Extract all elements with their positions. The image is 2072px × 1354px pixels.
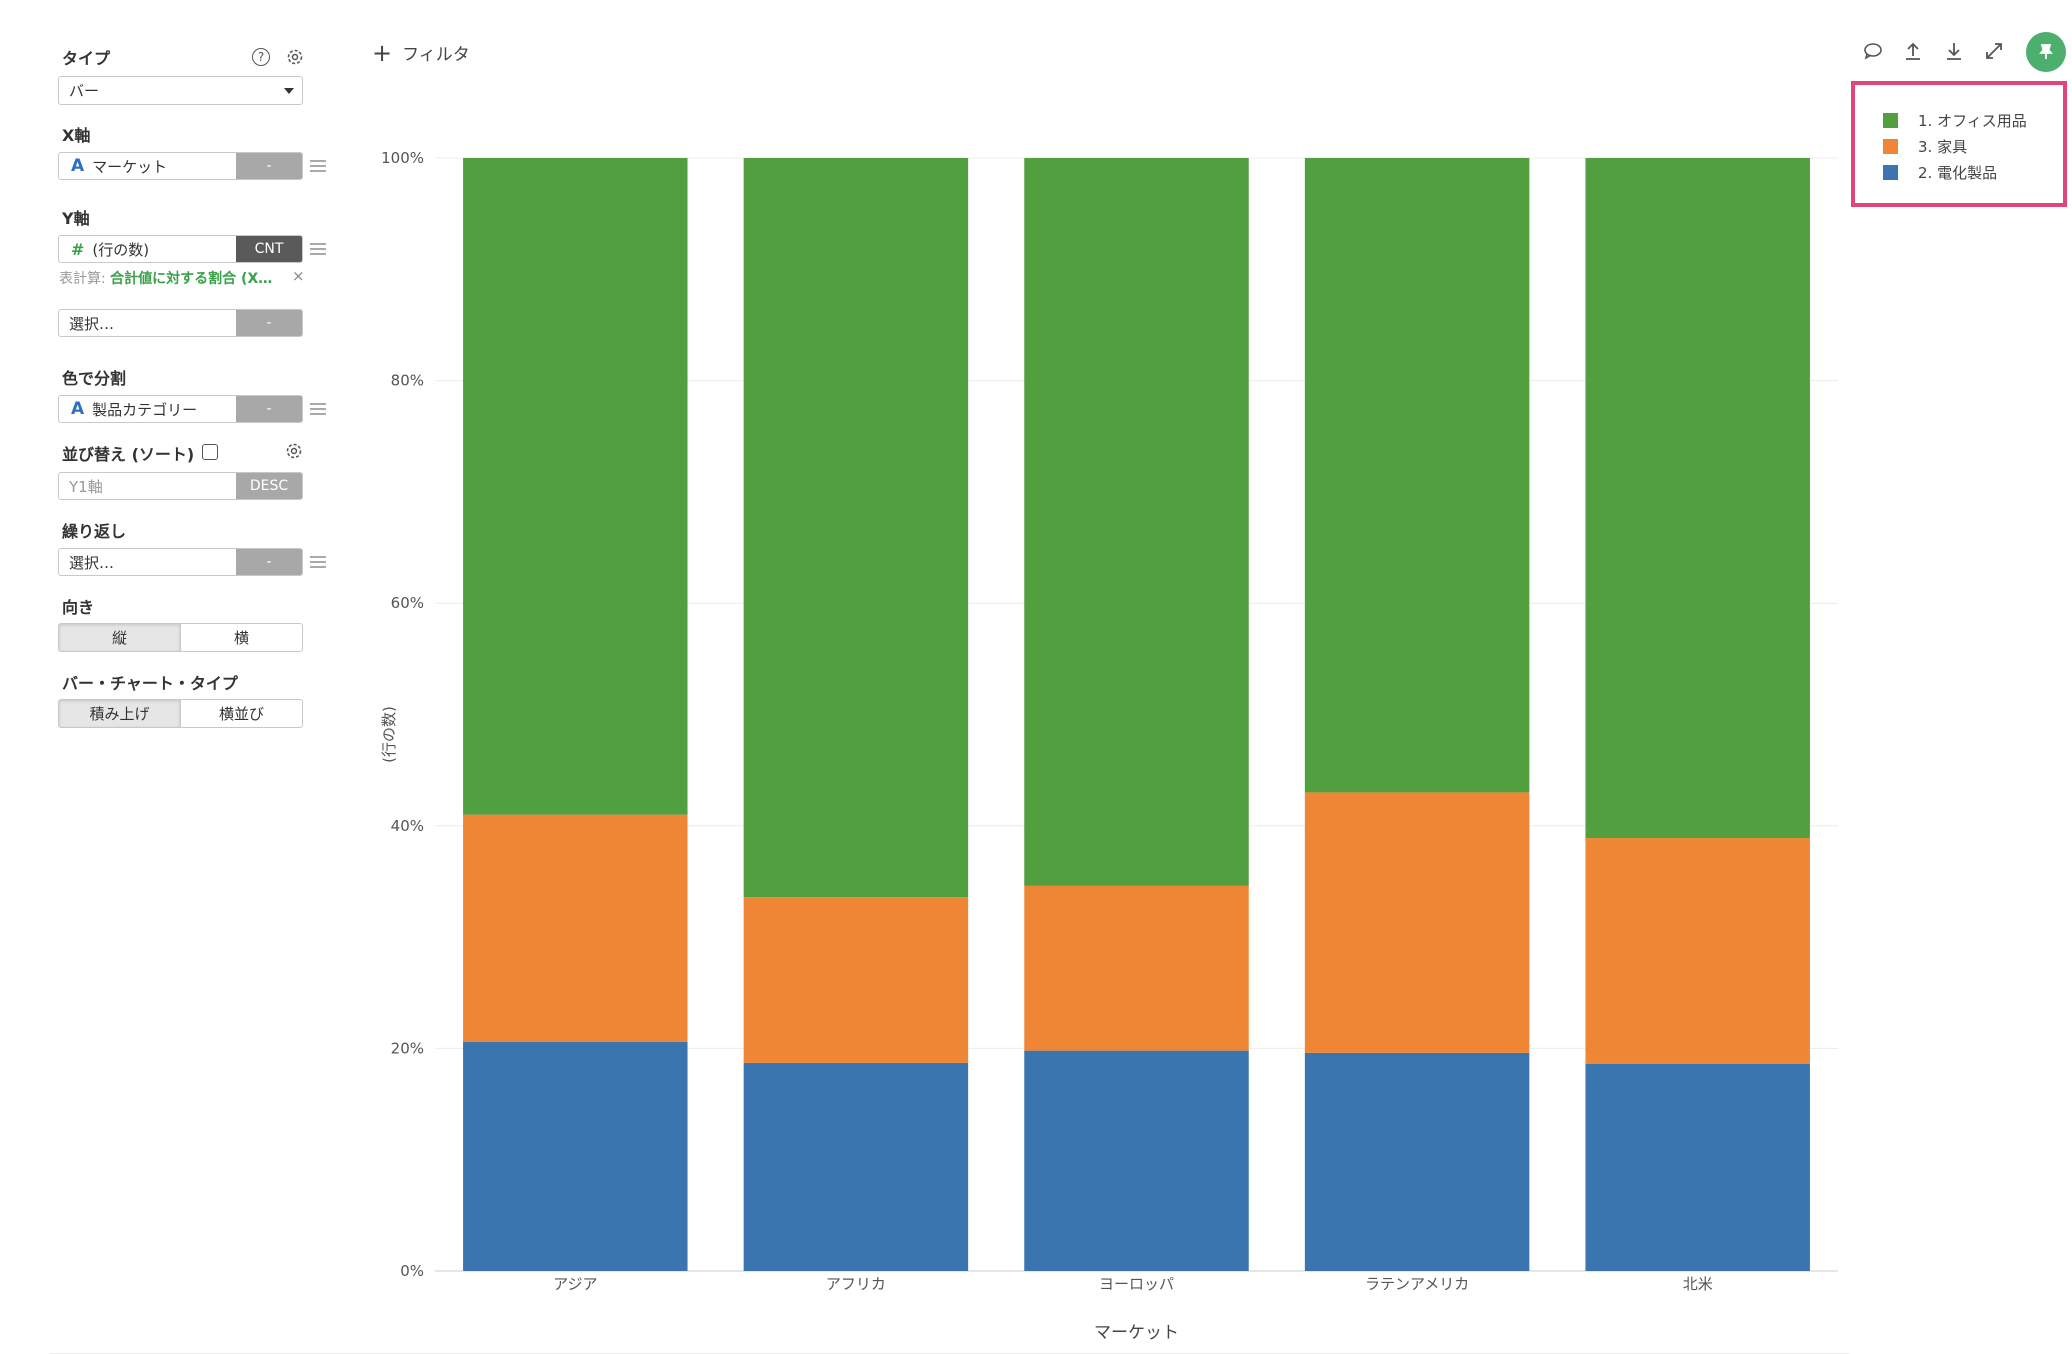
color-split-label: 色で分割 (62, 369, 127, 388)
legend-label: 2. 電化製品 (1918, 164, 1998, 182)
x-axis-title: マーケット (1094, 1323, 1179, 1343)
number-type-icon: # (71, 239, 85, 259)
side-by-side-button[interactable]: 横並び (218, 705, 264, 723)
bar-segment (1585, 158, 1810, 839)
table-calc-value: 合計値に対する割合 (X… (110, 271, 273, 287)
y2-axis-agg-button[interactable]: - (236, 310, 302, 336)
bar-segment (1024, 1050, 1249, 1271)
legend-swatch (1883, 113, 1898, 128)
drag-handle-icon[interactable] (310, 160, 326, 172)
bar-segment (1304, 158, 1530, 793)
bar-segment (1304, 792, 1530, 1053)
y-axis-label: Y軸 (62, 209, 90, 228)
sort-field-name: Y1軸 (69, 477, 103, 496)
legend-label: 1. オフィス用品 (1918, 112, 2027, 130)
color-field[interactable]: A 製品カテゴリー - (58, 395, 303, 423)
pin-icon (2039, 44, 2053, 59)
bar-segment (1024, 158, 1249, 886)
chevron-down-icon (284, 88, 294, 94)
sort-checkbox[interactable] (202, 444, 218, 460)
y2-axis-field[interactable]: 選択… - (58, 309, 303, 337)
y-tick-label: 0% (400, 1262, 424, 1280)
add-filter-button[interactable]: + フィルタ (372, 38, 470, 67)
x-tick-label: アジア (553, 1275, 597, 1293)
add-filter-label: フィルタ (402, 45, 470, 65)
bar-chart-type-label: バー・チャート・タイプ (62, 674, 238, 693)
gear-icon[interactable] (284, 441, 304, 461)
y-tick-label: 40% (391, 817, 424, 835)
repeat-agg-button[interactable]: - (236, 549, 302, 575)
sort-field[interactable]: Y1軸 DESC (58, 472, 303, 500)
drag-handle-icon[interactable] (310, 556, 326, 568)
download-icon[interactable] (1943, 40, 1965, 62)
text-type-icon: A (71, 156, 85, 176)
legend-label: 3. 家具 (1918, 138, 1968, 156)
color-agg-button[interactable]: - (236, 396, 302, 422)
bar-segment (743, 158, 969, 898)
drag-handle-icon[interactable] (310, 403, 326, 415)
legend-item[interactable]: 2. 電化製品 (1883, 162, 1997, 183)
orientation-vertical-button[interactable]: 縦 (59, 624, 181, 651)
drag-handle-icon[interactable] (310, 243, 326, 255)
table-calc-prefix: 表計算: (59, 271, 106, 287)
expand-icon[interactable] (1983, 40, 2005, 62)
x-axis-label: X軸 (62, 126, 91, 145)
y-tick-label: 80% (391, 372, 424, 390)
settings-panel: タイプ ? バー X軸 A マーケット - Y軸 # (行の数) CNT 表計算… (0, 0, 360, 1348)
x-axis-field[interactable]: A マーケット - (58, 152, 303, 180)
repeat-label: 繰り返し (62, 522, 127, 541)
y-axis-field-name: (行の数) (92, 240, 150, 259)
type-label: タイプ (62, 49, 111, 68)
bar-segment (1024, 885, 1249, 1051)
y-axis-field[interactable]: # (行の数) CNT (58, 235, 303, 263)
x-tick-label: アフリカ (826, 1275, 886, 1293)
bar-segment (463, 158, 688, 815)
table-calc-info[interactable]: 表計算: 合計値に対する割合 (X… (59, 268, 272, 288)
legend-swatch (1883, 165, 1898, 180)
x-tick-label: 北米 (1683, 1275, 1713, 1293)
bar-segment (743, 1062, 969, 1271)
stacked-button[interactable]: 積み上げ (59, 700, 181, 727)
x-tick-label: ラテンアメリカ (1365, 1275, 1469, 1293)
stacked-bar-chart: 0% 20% 40% 60% 80% 100% アジア アフリカ ヨーロッパ ラテンアメリカ 北米マ… (380, 149, 1838, 1343)
bar-segment (1585, 838, 1810, 1064)
text-type-icon: A (71, 399, 85, 419)
bar-segment (743, 897, 969, 1063)
bar-segment (463, 814, 688, 1042)
comment-icon[interactable] (1862, 40, 1884, 62)
x-axis-field-name: マーケット (92, 157, 168, 176)
y-tick-label: 60% (391, 594, 424, 612)
color-field-name: 製品カテゴリー (92, 400, 198, 419)
bar-segment (1304, 1052, 1530, 1271)
y2-axis-placeholder: 選択… (69, 314, 115, 333)
pin-button[interactable] (2026, 32, 2066, 72)
x-tick-label: ヨーロッパ (1099, 1275, 1174, 1293)
upload-icon[interactable] (1902, 40, 1924, 62)
sort-label: 並び替え (ソート) (62, 445, 195, 464)
y-tick-label: 20% (391, 1039, 424, 1057)
bar-segment (1585, 1063, 1810, 1271)
chart-type-select[interactable]: バー (58, 76, 303, 105)
repeat-placeholder: 選択… (69, 553, 115, 572)
chart-type-value: バー (69, 82, 100, 100)
legend: 1. オフィス用品 3. 家具 2. 電化製品 (1851, 81, 2067, 207)
sort-order-button[interactable]: DESC (236, 473, 302, 499)
bar-chart-type-toggle: 積み上げ 横並び (58, 699, 303, 728)
orientation-label: 向き (62, 598, 95, 617)
orientation-horizontal-button[interactable]: 横 (233, 629, 249, 647)
bar-segment (463, 1041, 688, 1271)
legend-swatch (1883, 139, 1898, 154)
close-icon[interactable]: × (292, 267, 305, 285)
legend-item[interactable]: 3. 家具 (1883, 136, 1967, 157)
y-axis-title: (行の数) (380, 706, 398, 763)
gear-icon[interactable] (285, 47, 305, 67)
legend-item[interactable]: 1. オフィス用品 (1883, 110, 2027, 131)
help-icon[interactable]: ? (252, 48, 270, 66)
plus-icon: + (372, 38, 393, 67)
orientation-toggle: 縦 横 (58, 623, 303, 652)
y-tick-label: 100% (381, 149, 424, 167)
x-axis-agg-button[interactable]: - (236, 153, 302, 179)
repeat-field[interactable]: 選択… - (58, 548, 303, 576)
y-axis-agg-button[interactable]: CNT (236, 236, 302, 262)
